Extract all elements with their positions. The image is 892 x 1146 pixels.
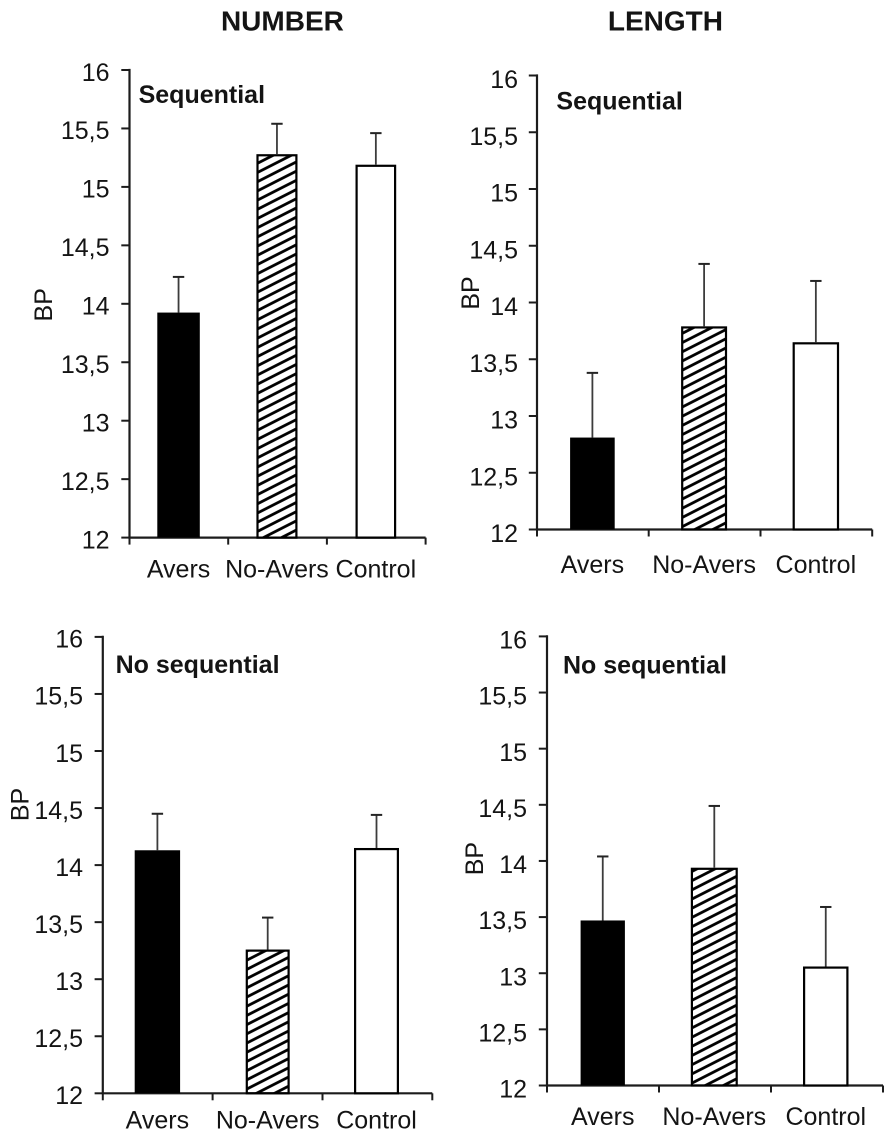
svg-text:No-Avers: No-Avers: [662, 1103, 766, 1131]
svg-text:Sequential: Sequential: [556, 88, 682, 116]
svg-text:12,5: 12,5: [469, 463, 518, 491]
svg-text:Sequential: Sequential: [139, 81, 265, 109]
svg-text:14: 14: [82, 293, 110, 321]
svg-text:15: 15: [55, 740, 83, 768]
svg-text:14,5: 14,5: [478, 795, 527, 823]
svg-text:13,5: 13,5: [34, 911, 83, 939]
svg-text:15,5: 15,5: [478, 683, 527, 711]
svg-text:14,5: 14,5: [34, 797, 83, 825]
svg-text:13,5: 13,5: [478, 907, 527, 935]
svg-text:14,5: 14,5: [61, 234, 110, 262]
svg-text:12,5: 12,5: [478, 1020, 527, 1048]
svg-text:13: 13: [82, 409, 110, 437]
svg-text:Avers: Avers: [561, 551, 624, 579]
svg-text:Avers: Avers: [571, 1103, 634, 1131]
svg-text:Control: Control: [336, 556, 417, 584]
svg-text:13,5: 13,5: [61, 351, 110, 379]
svg-text:No sequential: No sequential: [116, 651, 280, 679]
svg-text:12: 12: [55, 1082, 83, 1110]
svg-text:BP: BP: [461, 842, 489, 875]
svg-text:12: 12: [499, 1076, 527, 1104]
svg-text:13: 13: [55, 968, 83, 996]
svg-text:15,5: 15,5: [61, 117, 110, 145]
svg-text:BP: BP: [457, 276, 485, 309]
svg-text:12,5: 12,5: [61, 468, 110, 496]
svg-text:13,5: 13,5: [469, 350, 518, 378]
svg-text:12: 12: [82, 526, 110, 554]
svg-text:Control: Control: [785, 1103, 866, 1131]
svg-text:14: 14: [490, 293, 518, 321]
svg-text:15: 15: [499, 739, 527, 767]
svg-text:12: 12: [490, 520, 518, 548]
svg-text:Control: Control: [336, 1106, 417, 1134]
svg-text:LENGTH: LENGTH: [608, 6, 723, 37]
svg-text:NUMBER: NUMBER: [221, 6, 344, 37]
svg-text:14: 14: [55, 854, 83, 882]
svg-text:Avers: Avers: [126, 1106, 189, 1134]
svg-text:14: 14: [499, 851, 527, 879]
svg-text:15,5: 15,5: [469, 123, 518, 151]
svg-text:BP: BP: [30, 288, 58, 321]
svg-text:No-Avers: No-Avers: [225, 556, 329, 584]
svg-text:BP: BP: [6, 788, 34, 821]
svg-text:No-Avers: No-Avers: [216, 1106, 320, 1134]
svg-text:13: 13: [499, 963, 527, 991]
svg-text:No-Avers: No-Avers: [652, 551, 756, 579]
svg-text:16: 16: [499, 627, 527, 655]
svg-text:No sequential: No sequential: [563, 652, 727, 680]
svg-text:16: 16: [55, 626, 83, 654]
svg-text:12,5: 12,5: [34, 1025, 83, 1053]
svg-text:13: 13: [490, 407, 518, 435]
svg-text:16: 16: [490, 66, 518, 94]
svg-text:15,5: 15,5: [34, 683, 83, 711]
svg-text:Control: Control: [776, 551, 857, 579]
svg-text:16: 16: [82, 59, 110, 87]
svg-text:15: 15: [490, 180, 518, 208]
svg-text:15: 15: [82, 176, 110, 204]
svg-text:14,5: 14,5: [469, 236, 518, 264]
svg-text:Avers: Avers: [147, 556, 210, 584]
